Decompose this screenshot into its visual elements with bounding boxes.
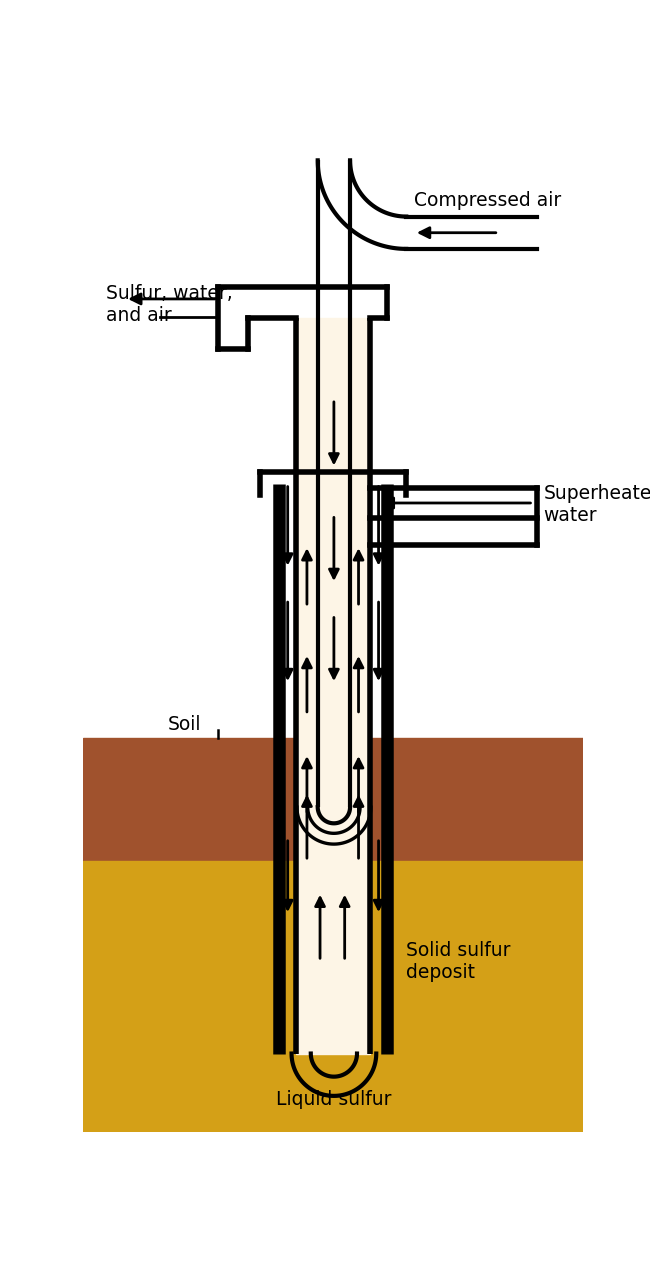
Text: Superheated
water: Superheated water [543,483,650,525]
Text: Liquid sulfur: Liquid sulfur [276,1090,392,1109]
Text: Compressed air: Compressed air [414,191,561,210]
Text: Soil: Soil [168,715,201,734]
Bar [83,738,584,861]
Bar [83,861,584,1132]
Text: Solid sulfur
deposit: Solid sulfur deposit [406,940,511,982]
Bar [83,153,584,738]
Bar [296,318,370,1053]
Text: Sulfur, water,
and air: Sulfur, water, and air [106,284,233,324]
